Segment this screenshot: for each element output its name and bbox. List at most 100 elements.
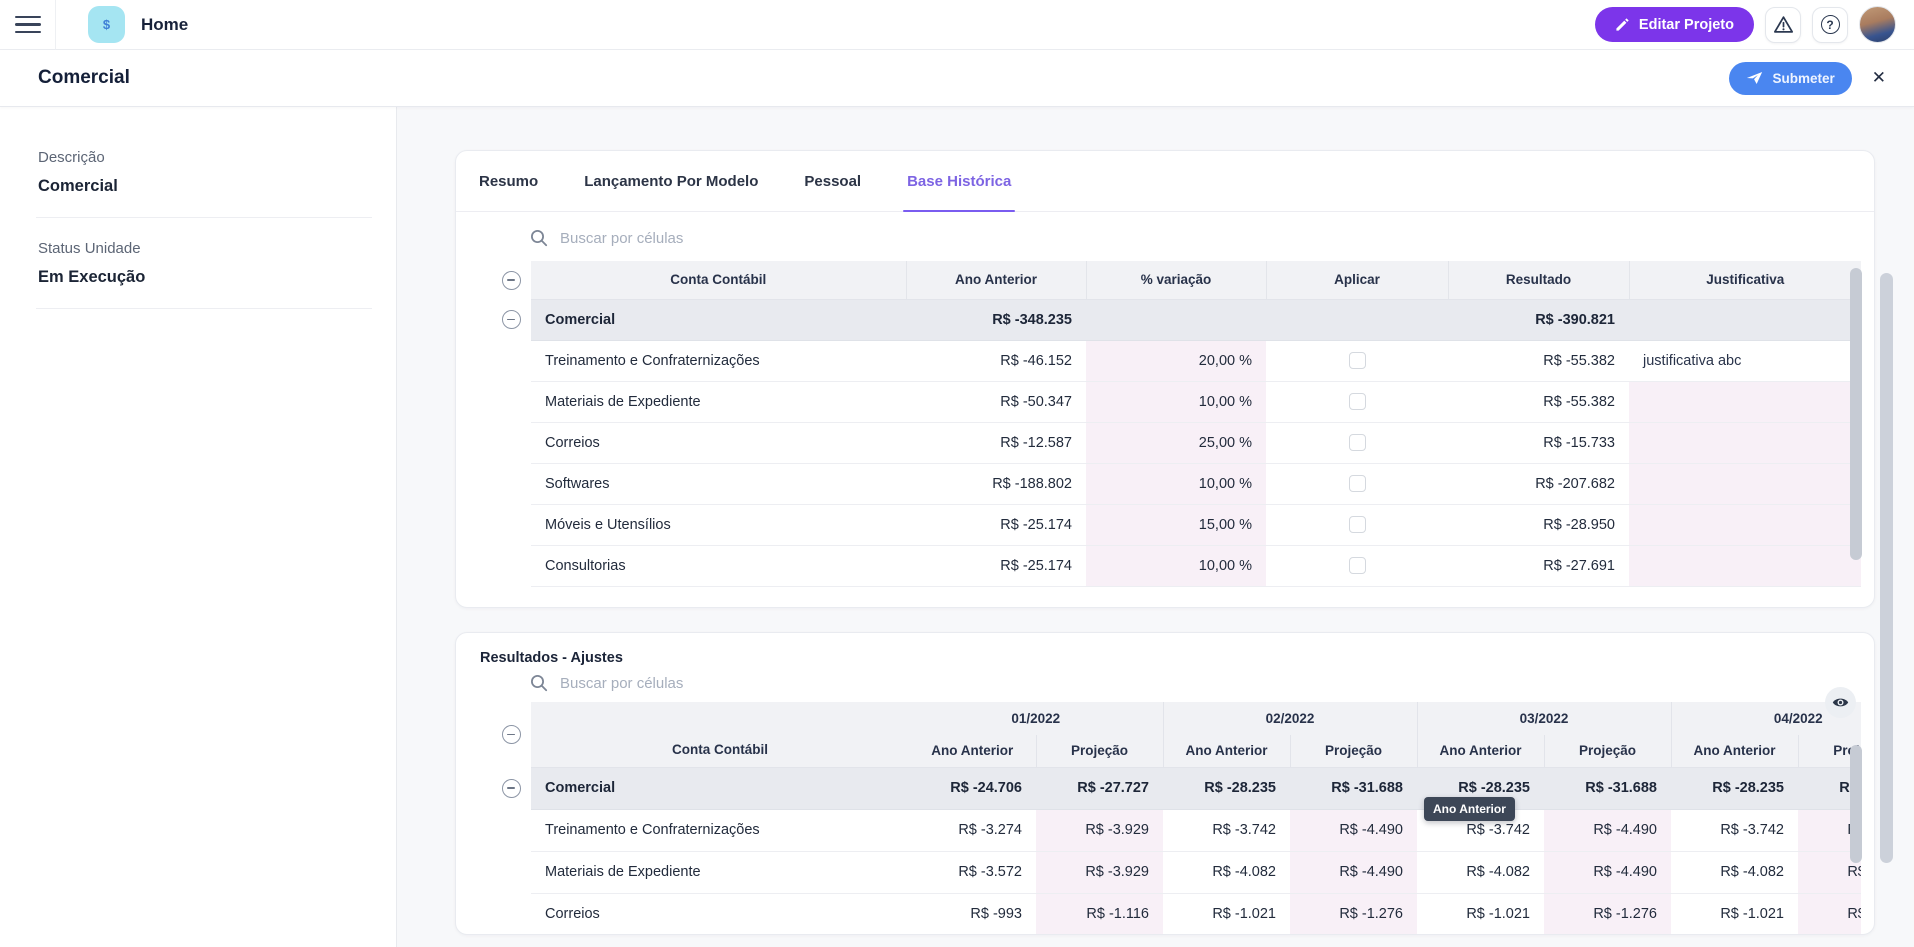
variacao-cell[interactable]: 10,00 %	[1086, 381, 1266, 423]
results-table-scrollbar[interactable]	[1850, 745, 1862, 863]
ano-anterior-cell: R$ -993	[909, 893, 1036, 934]
justificativa-cell[interactable]	[1629, 422, 1861, 464]
ano-anterior-cell: R$ -3.742	[1163, 809, 1290, 852]
tab-base-historica[interactable]: Base Histórica	[903, 151, 1016, 212]
tab-bar: Resumo Lançamento Por Modelo Pessoal Bas…	[456, 151, 1874, 212]
projecao-cell[interactable]: R$ -1.276	[1290, 893, 1417, 934]
help-button[interactable]: ?	[1812, 6, 1848, 43]
justificativa-cell[interactable]	[1629, 504, 1861, 546]
sidebar-label-status: Status Unidade	[38, 240, 141, 257]
close-icon[interactable]: ✕	[1871, 68, 1886, 87]
edit-project-button[interactable]: Editar Projeto	[1594, 7, 1754, 42]
table-row: Correios R$ -12.587 25,00 % R$ -15.733	[491, 422, 1861, 464]
projecao-cell[interactable]: R$ -4.490	[1544, 851, 1671, 894]
aplicar-cell	[1266, 463, 1448, 505]
search-row	[456, 212, 1874, 261]
page-scrollbar[interactable]	[1880, 273, 1893, 863]
variacao-cell[interactable]: 10,00 %	[1086, 463, 1266, 505]
variacao-cell[interactable]: 10,00 %	[1086, 545, 1266, 587]
month-header-03-2022: 03/2022	[1416, 702, 1671, 735]
sidebar: Descrição Comercial Status Unidade Em Ex…	[0, 107, 397, 947]
divider	[36, 308, 372, 309]
hamburger-menu-icon[interactable]	[14, 15, 41, 34]
conta-cell: Móveis e Utensílios	[531, 504, 906, 546]
resultado-cell: R$ -28.950	[1448, 504, 1629, 546]
conta-cell: Correios	[531, 422, 906, 464]
aplicar-checkbox[interactable]	[1348, 475, 1366, 492]
ano-anterior-cell: R$ -25.174	[906, 504, 1086, 546]
ano-anterior-cell: R$ -50.347	[906, 381, 1086, 423]
alerts-button[interactable]	[1765, 6, 1801, 43]
projecao-cell[interactable]: R$ -1.116	[1036, 893, 1163, 934]
col-header-conta-contabil: Conta Contábil	[531, 261, 906, 300]
col-header-justificativa: Justificativa	[1628, 261, 1861, 300]
justificativa-cell[interactable]	[1629, 463, 1861, 505]
sub-header-projecao: Projeção	[1543, 735, 1671, 768]
resultado-cell: R$ -27.691	[1448, 545, 1629, 587]
variacao-cell[interactable]: 20,00 %	[1086, 340, 1266, 382]
projecao-cell[interactable]: R$ -3.929	[1036, 809, 1163, 852]
conta-cell: Treinamento e Confraternizações	[531, 809, 909, 852]
historical-table-scrollbar[interactable]	[1850, 268, 1862, 560]
results-table: Conta Contábil 01/2022 02/2022 03/2022 0…	[491, 702, 1861, 934]
ano-anterior-cell: R$ -25.174	[906, 545, 1086, 587]
conta-cell: Treinamento e Confraternizações	[531, 340, 906, 382]
sub-header-ano-anterior: Ano Anterior	[1416, 735, 1544, 768]
collapse-group-icon[interactable]	[501, 310, 521, 329]
collapse-all-icon[interactable]	[501, 270, 521, 290]
edit-project-label: Editar Projeto	[1638, 16, 1734, 33]
value-cell: R$ -31.688	[1290, 767, 1417, 810]
justificativa-cell[interactable]: justificativa abc	[1629, 340, 1861, 382]
justificativa-cell[interactable]	[1629, 381, 1861, 423]
send-icon	[1747, 72, 1763, 84]
ano-anterior-cell: R$ -4.082	[1163, 851, 1290, 894]
group-resultado: R$ -390.821	[1448, 299, 1629, 341]
avatar[interactable]	[1859, 6, 1896, 43]
topbar: $ Home Editar Projeto ?	[0, 0, 1914, 50]
sidebar-value-status: Em Execução	[38, 268, 146, 286]
page-title: Comercial	[38, 67, 130, 88]
menu-zone	[0, 0, 56, 50]
table-row: Treinamento e Confraternizações R$ -46.1…	[491, 340, 1861, 382]
search-input[interactable]	[560, 229, 880, 247]
ano-anterior-tooltip: Ano Anterior	[1424, 797, 1515, 821]
app-logo[interactable]: $	[88, 6, 125, 43]
search-input[interactable]	[560, 674, 880, 692]
sub-header-projecao: Projeção	[1289, 735, 1417, 768]
table-row: Correios R$ -993 R$ -1.116 R$ -1.021 R$ …	[491, 893, 1861, 934]
projecao-cell[interactable]: R$ -4.490	[1290, 851, 1417, 894]
projecao-cell[interactable]: R$ -4.490	[1290, 809, 1417, 852]
tab-resumo[interactable]: Resumo	[479, 172, 539, 190]
collapse-all-icon[interactable]	[501, 725, 521, 744]
visibility-button[interactable]	[1825, 687, 1856, 718]
aplicar-checkbox[interactable]	[1348, 557, 1366, 574]
projecao-cell[interactable]: R$ -1.276	[1544, 893, 1671, 934]
tab-pessoal[interactable]: Pessoal	[804, 172, 862, 190]
projecao-cell[interactable]: R$ -3.929	[1036, 851, 1163, 894]
justificativa-cell[interactable]	[1629, 545, 1861, 587]
conta-cell: Consultorias	[531, 545, 906, 587]
group-row-comercial: Comercial R$ -24.706 R$ -27.727 R$ -28.2…	[491, 767, 1861, 810]
ano-anterior-cell: R$ -1.021	[1671, 893, 1798, 934]
aplicar-checkbox[interactable]	[1348, 434, 1366, 451]
variacao-cell[interactable]: 25,00 %	[1086, 422, 1266, 464]
submit-button[interactable]: Submeter	[1729, 61, 1852, 95]
aplicar-checkbox[interactable]	[1348, 516, 1366, 533]
sub-header-ano-anterior: Ano Anterior	[909, 735, 1036, 768]
variacao-cell[interactable]: 15,00 %	[1086, 504, 1266, 546]
aplicar-checkbox[interactable]	[1348, 393, 1366, 410]
historical-table: Conta Contábil Ano Anterior % variação A…	[491, 261, 1861, 587]
historical-base-card: Resumo Lançamento Por Modelo Pessoal Bas…	[455, 150, 1875, 608]
aplicar-checkbox[interactable]	[1348, 352, 1366, 369]
sub-header-ano-anterior: Ano Anterior	[1162, 735, 1290, 768]
search-row	[456, 666, 1874, 702]
collapse-group-icon[interactable]	[501, 778, 521, 798]
projecao-cell[interactable]: R$ -4.490	[1544, 809, 1671, 852]
conta-cell: Softwares	[531, 463, 906, 505]
projecao-cell[interactable]: R$ -1.276	[1798, 893, 1861, 934]
tab-lancamento-por-modelo[interactable]: Lançamento Por Modelo	[584, 172, 759, 190]
sidebar-label-descricao: Descrição	[38, 149, 105, 166]
sub-header-ano-anterior: Ano Anterior	[1670, 735, 1798, 768]
resultado-cell: R$ -15.733	[1448, 422, 1629, 464]
